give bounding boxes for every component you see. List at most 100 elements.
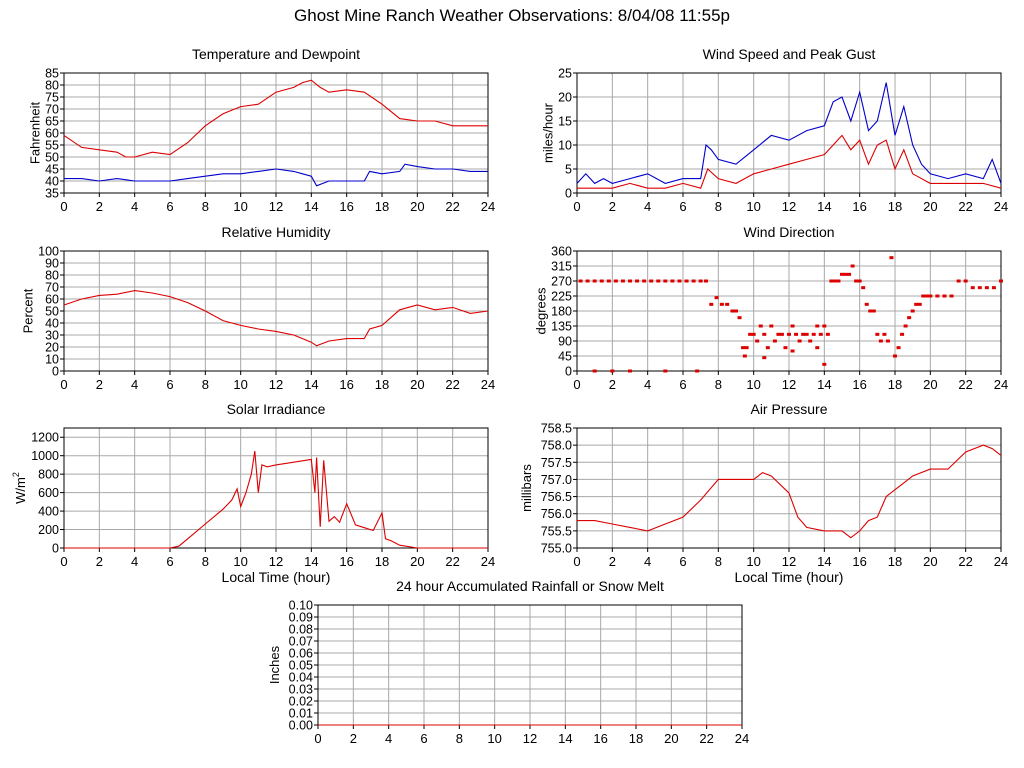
solar-xtick-label: 0 [60, 554, 67, 569]
direction-point [885, 339, 890, 343]
direction-point [935, 294, 940, 298]
direction-point [585, 279, 590, 283]
solar-xtick-label: 16 [339, 554, 353, 569]
temperature-ytick-label: 70 [45, 103, 59, 117]
direction-point [832, 279, 837, 283]
direction-point [698, 279, 703, 283]
direction-point [709, 302, 714, 306]
direction-ytick-label: 360 [551, 245, 572, 259]
rain-ytick-label: 0.06 [289, 647, 313, 661]
direction-point [677, 279, 682, 283]
direction-point [815, 346, 820, 350]
direction-point [991, 286, 996, 290]
pressure-xtick-label: 4 [644, 554, 651, 569]
wind-xtick-label: 4 [644, 199, 651, 214]
rain-ytick-label: 0.03 [289, 683, 313, 697]
direction-xtick-label: 14 [817, 377, 831, 392]
direction-point [703, 279, 708, 283]
direction-point [893, 354, 897, 358]
wind-series-blue-line [576, 82, 1002, 185]
pressure-series-red-line [577, 444, 1002, 539]
wind-ytick-label: 25 [558, 67, 572, 81]
direction-point [942, 294, 947, 298]
solar-xtick-label: 22 [445, 554, 459, 569]
humidity-xtick-label: 20 [410, 377, 424, 392]
wind-xtick-label: 0 [573, 199, 580, 214]
direction-xtick-label: 4 [644, 377, 651, 392]
rain-ytick-label: 0.07 [289, 635, 313, 649]
humidity-xtick-label: 4 [131, 377, 138, 392]
temperature-series-red-line [63, 79, 488, 158]
wind-ytick-label: 20 [558, 91, 572, 105]
temperature-xtick-label: 24 [481, 199, 495, 214]
direction-point [917, 302, 922, 306]
rain-chart: 24 hour Accumulated Rainfall or Snow Mel… [267, 578, 749, 746]
direction-point [963, 279, 968, 283]
solar-ytick-label: 400 [38, 505, 59, 519]
direction-xtick-label: 12 [782, 377, 796, 392]
direction-point [864, 302, 869, 306]
pressure-ytick-label: 755.5 [541, 524, 572, 538]
direction-ytick-label: 315 [551, 260, 572, 274]
direction-point [578, 279, 583, 283]
rain-ytick-label: 0.00 [289, 719, 313, 733]
humidity-ytick-label: 50 [45, 305, 59, 319]
solar-xtick-label: 8 [202, 554, 209, 569]
temperature-series-blue-line [64, 163, 488, 187]
direction-point [914, 302, 919, 306]
wind-ytick-label: 10 [558, 139, 572, 153]
direction-ytick-label: 0 [565, 365, 572, 379]
direction-ytick-label: 45 [558, 350, 572, 364]
direction-point [663, 369, 668, 373]
direction-point [825, 332, 830, 336]
direction-point [984, 286, 989, 290]
pressure-xtick-label: 10 [746, 554, 760, 569]
humidity-xtick-label: 2 [96, 377, 103, 392]
direction-xtick-label: 22 [958, 377, 972, 392]
solar-xlabel: Local Time (hour) [222, 569, 331, 585]
solar-ylabel: W/m2 [11, 472, 28, 504]
solar-ytick-label: 0 [52, 542, 59, 556]
temperature-ytick-label: 75 [45, 91, 59, 105]
pressure-xlabel: Local Time (hour) [735, 569, 844, 585]
solar-series-red-line [64, 451, 488, 549]
direction-ytick-label: 135 [551, 320, 572, 334]
temperature-xtick-label: 8 [202, 199, 209, 214]
rain-ytick-label: 0.08 [289, 623, 313, 637]
direction-point [924, 294, 929, 298]
humidity-ytick-label: 90 [45, 257, 59, 271]
direction-point [742, 354, 747, 358]
direction-point [847, 272, 852, 276]
direction-point [592, 369, 597, 373]
direction-ylabel: degrees [533, 287, 548, 334]
rain-xtick-label: 10 [487, 731, 501, 746]
rain-ytick-label: 0.09 [289, 611, 313, 625]
direction-ytick-label: 90 [558, 335, 572, 349]
wind-xtick-label: 12 [782, 199, 796, 214]
rain-xtick-label: 20 [664, 731, 678, 746]
direction-point [751, 332, 756, 336]
pressure-xtick-label: 20 [923, 554, 937, 569]
direction-xtick-label: 20 [923, 377, 937, 392]
solar-xtick-label: 2 [96, 554, 103, 569]
humidity-xtick-label: 6 [166, 377, 173, 392]
direction-ytick-label: 180 [551, 305, 572, 319]
wind-xtick-label: 14 [817, 199, 831, 214]
direction-xtick-label: 6 [679, 377, 686, 392]
humidity-ylabel: Percent [20, 288, 35, 333]
direction-xtick-label: 24 [994, 377, 1008, 392]
direction-point [815, 324, 820, 328]
pressure-ytick-label: 757.0 [541, 473, 572, 487]
temperature-xtick-label: 16 [339, 199, 353, 214]
direction-xtick-label: 2 [609, 377, 616, 392]
solar-ytick-label: 600 [38, 486, 59, 500]
temperature-ytick-label: 35 [45, 187, 59, 201]
temperature-xtick-label: 2 [96, 199, 103, 214]
direction-point [606, 279, 611, 283]
humidity-ytick-label: 30 [45, 329, 59, 343]
direction-point [730, 309, 735, 313]
direction-point [695, 369, 700, 373]
